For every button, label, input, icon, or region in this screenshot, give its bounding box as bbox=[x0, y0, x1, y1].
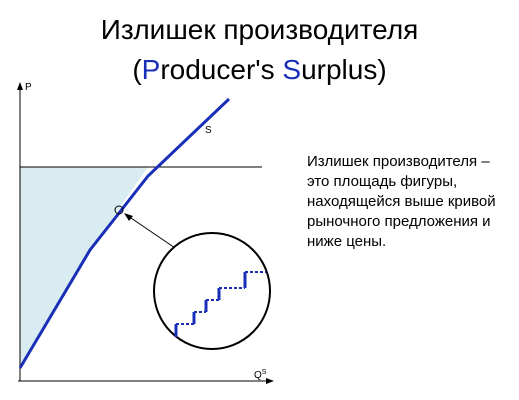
title-russian: Излишек производителя bbox=[100, 14, 419, 45]
step-detail bbox=[174, 271, 266, 337]
title-word1-rest: roducer's bbox=[160, 54, 283, 85]
title-close-paren: ) bbox=[377, 54, 387, 85]
title-p-letter: P bbox=[141, 54, 161, 85]
pointer-line bbox=[127, 215, 182, 253]
title-s-letter: S bbox=[282, 54, 302, 85]
supply-curve-label: S bbox=[205, 125, 212, 136]
magnifier-circle bbox=[153, 232, 271, 350]
definition-text: Излишек производителя – это площадь фигу… bbox=[307, 153, 496, 250]
x-axis-label: QS bbox=[254, 369, 267, 381]
y-axis-arrow bbox=[17, 82, 23, 90]
x-axis-label-main: Q bbox=[254, 370, 262, 381]
title-open-paren: ( bbox=[132, 54, 142, 85]
title-word2-rest: urplus bbox=[301, 54, 378, 85]
title-english: (Producer's Surplus) bbox=[0, 52, 519, 88]
y-axis-label: P bbox=[25, 82, 32, 93]
x-axis-label-sup: S bbox=[262, 369, 267, 376]
pointer-arrowhead bbox=[124, 213, 133, 221]
surplus-area bbox=[20, 167, 148, 368]
x-axis-arrow bbox=[266, 378, 274, 384]
marker-circle bbox=[114, 205, 124, 215]
supply-curve bbox=[18, 97, 231, 369]
